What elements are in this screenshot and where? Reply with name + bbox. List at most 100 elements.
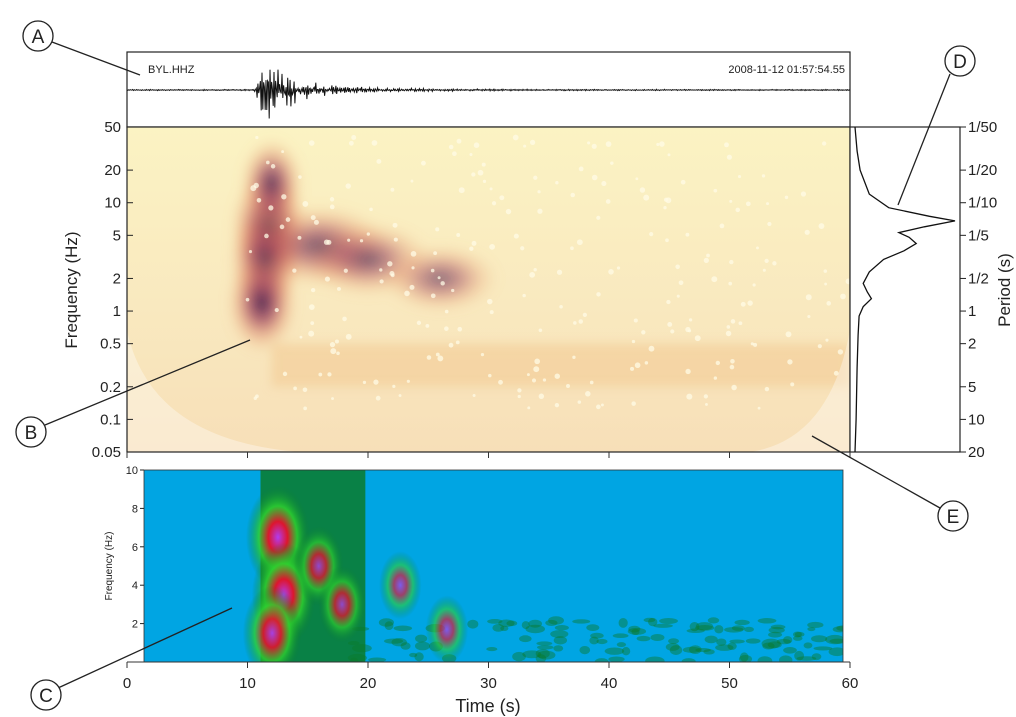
- scalogram-speckle-dot: [785, 331, 792, 338]
- spectrogram-noise-cell: [714, 625, 724, 634]
- scalogram-speckle-dot: [302, 387, 308, 393]
- scalogram-speckle-dot: [523, 144, 527, 148]
- scalogram-speckle-dot: [473, 142, 480, 148]
- spectrogram-noise-cell: [768, 626, 785, 634]
- scalogram-speckle-dot: [426, 355, 432, 360]
- scalogram-speckle-dot: [648, 345, 655, 352]
- scalogram-speckle-dot: [448, 342, 454, 348]
- scalogram-speckle-dot: [833, 370, 839, 376]
- scalogram-speckle-dot: [331, 397, 334, 401]
- scalogram-speckle-dot: [596, 215, 601, 220]
- frequency-tick-label: 50: [104, 119, 121, 136]
- spectrogram-noise-cell: [668, 638, 680, 644]
- spectrogram-noise-cell: [716, 638, 727, 646]
- scalogram-speckle-dot: [481, 162, 486, 167]
- scalogram-speckle-dot: [589, 380, 594, 385]
- spectrogram-noise-cell: [415, 634, 428, 643]
- callout-e-leader: [811, 435, 941, 509]
- spectrogram-noise-cell: [594, 658, 609, 662]
- spectrogram-noise-cell: [739, 652, 749, 662]
- scalogram-speckle-dot: [675, 264, 680, 270]
- scalogram-speckle-dot: [323, 239, 330, 245]
- scalogram-speckle-dot: [281, 150, 285, 154]
- spectrogram-noise-cell: [762, 642, 775, 650]
- spectrogram-noise-cell: [715, 644, 734, 651]
- scalogram-speckle-dot: [308, 304, 315, 311]
- spectrogram-noise-cell: [734, 619, 750, 626]
- scalogram-speckle-dot: [410, 251, 417, 257]
- scalogram-speckle-dot: [596, 404, 601, 410]
- callout-c-circle: [30, 679, 62, 711]
- scalogram-speckle-dot: [410, 179, 414, 183]
- scalogram-speckle-dot: [480, 353, 485, 357]
- scalogram-speckle-dot: [253, 182, 259, 189]
- period-tick-label: 1/10: [968, 195, 997, 212]
- seismogram-panel: BYL.HHZ 2008-11-12 01:57:54.55: [126, 51, 851, 128]
- scalogram-frequency-axis: 0.05 0.1 0.2 0.5 1 2 5 10 20 50: [92, 119, 133, 461]
- time-axis-label: Time (s): [455, 696, 520, 716]
- scalogram-speckle-dot: [345, 333, 352, 340]
- scalogram-speckle-dot: [457, 326, 463, 332]
- scalogram-energy-peak: [239, 136, 305, 231]
- spectrogram-noise-cell: [409, 652, 418, 658]
- spectrogram-noise-cell: [689, 622, 700, 632]
- spectrogram-noise-cell: [537, 650, 556, 660]
- spectrogram-noise-cell: [767, 641, 782, 649]
- scalogram-speckle-dot: [666, 299, 671, 305]
- scalogram-speckle-dot: [726, 154, 732, 160]
- spectrogram-energy: [242, 470, 843, 662]
- scalogram-speckle-dot: [764, 258, 769, 264]
- scalogram-panel: 0.05 0.1 0.2 0.5 1 2 5 10 20 50 Frequency (Hz): [62, 119, 851, 461]
- callout-e-text: E: [947, 507, 960, 528]
- scalogram-speckle-dot: [390, 273, 395, 278]
- spectrogram-noise-cell: [612, 633, 629, 639]
- spectrogram-noise-cell: [487, 619, 503, 624]
- scalogram-speckle-dot: [371, 140, 378, 146]
- callout-b-circle: [15, 416, 47, 448]
- spectrogram-noise-cell: [807, 627, 816, 632]
- spectrogram-tick-label: 4: [132, 580, 138, 592]
- spectrogram-noise-cell: [512, 651, 526, 662]
- scalogram-speckle-dot: [373, 379, 379, 385]
- scalogram-speckle-dot: [498, 379, 503, 385]
- scalogram-speckle-dot: [318, 372, 323, 377]
- scalogram-speckle-dot: [591, 174, 598, 181]
- scalogram-speckle-dot: [538, 393, 545, 399]
- scalogram-speckle-dot: [578, 166, 584, 172]
- period-tick-label: 5: [968, 379, 976, 396]
- spectrogram-noise-cell: [467, 619, 479, 629]
- spectrogram-panel: 2 4 6 8 10 Frequency (Hz): [104, 465, 844, 663]
- spectrogram-tick-label: 10: [126, 465, 138, 477]
- scalogram-speckle-dot: [334, 339, 339, 344]
- global-spectrum-frame: [849, 126, 961, 453]
- scalogram-speckle-dot: [351, 135, 357, 140]
- scalogram-speckle-dot: [329, 197, 335, 202]
- scalogram-speckle-dot: [425, 323, 430, 328]
- scalogram-speckle-dot: [688, 318, 693, 322]
- scalogram-speckle-dot: [756, 246, 759, 250]
- scalogram-speckle-dot: [608, 269, 614, 275]
- scalogram-speckle-dot: [437, 276, 441, 280]
- scalogram-speckle-dot: [343, 268, 348, 273]
- spectrogram-noise-cell: [770, 624, 786, 630]
- scalogram-speckle-dot: [605, 141, 612, 147]
- scalogram-speckle-dot: [633, 318, 638, 323]
- scalogram-speckle-dot: [817, 344, 822, 349]
- scalogram-speckle-dot: [409, 284, 415, 290]
- scalogram-speckle-dot: [393, 237, 398, 242]
- scalogram-speckle-dot: [435, 227, 440, 232]
- spectrogram-noise-cell: [537, 645, 554, 650]
- scalogram-speckle-dot: [570, 246, 574, 251]
- spectrogram-tick-label: 8: [132, 503, 138, 515]
- scalogram-speckle-dot: [359, 239, 364, 243]
- spectrogram-noise-cell: [572, 619, 591, 624]
- time-tick-label: 50: [721, 675, 738, 692]
- spectrogram-energy-peak: [242, 585, 302, 662]
- spectrogram-noise-cell: [794, 650, 805, 661]
- spectrogram-noise-cell: [695, 625, 715, 631]
- spectrogram-noise-cell: [793, 635, 803, 641]
- scalogram-speckle-dot: [719, 223, 725, 229]
- scalogram-speckle-dot: [676, 294, 680, 298]
- scalogram-speckle-dot: [685, 368, 691, 375]
- spectrogram-noise-cell: [506, 620, 518, 627]
